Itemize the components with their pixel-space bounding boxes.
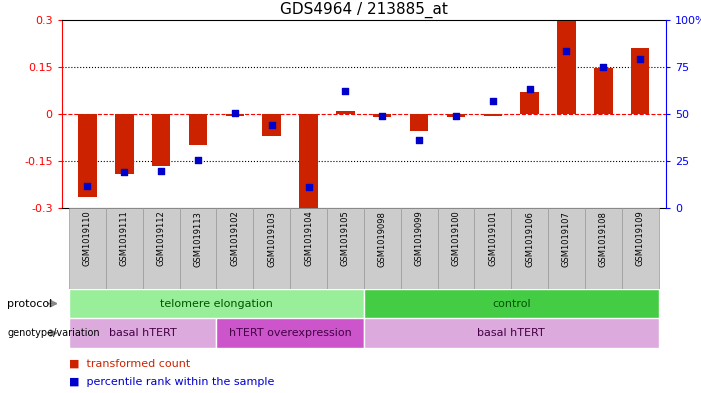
Text: GSM1019101: GSM1019101 bbox=[489, 211, 497, 266]
Point bbox=[634, 56, 646, 62]
Bar bbox=[152, 114, 170, 166]
Bar bbox=[511, 208, 548, 289]
Text: genotype/variation: genotype/variation bbox=[7, 328, 100, 338]
Bar bbox=[115, 114, 133, 174]
Bar bbox=[106, 208, 143, 289]
Text: GSM1019106: GSM1019106 bbox=[525, 211, 534, 266]
Text: ■  percentile rank within the sample: ■ percentile rank within the sample bbox=[69, 377, 274, 387]
Text: GSM1019105: GSM1019105 bbox=[341, 211, 350, 266]
Text: telomere elongation: telomere elongation bbox=[160, 299, 273, 309]
Bar bbox=[262, 114, 281, 136]
Bar bbox=[447, 114, 465, 117]
Title: GDS4964 / 213885_at: GDS4964 / 213885_at bbox=[280, 2, 448, 18]
Text: GSM1019102: GSM1019102 bbox=[231, 211, 239, 266]
Bar bbox=[410, 114, 428, 131]
Text: GSM1019100: GSM1019100 bbox=[451, 211, 461, 266]
Point bbox=[229, 110, 240, 116]
Point bbox=[487, 97, 498, 104]
Bar bbox=[290, 208, 327, 289]
Bar bbox=[557, 21, 576, 114]
Text: hTERT overexpression: hTERT overexpression bbox=[229, 328, 351, 338]
Bar bbox=[484, 114, 502, 116]
Point bbox=[414, 137, 425, 143]
Text: GSM1019108: GSM1019108 bbox=[599, 211, 608, 266]
Text: GSM1019109: GSM1019109 bbox=[636, 211, 645, 266]
Bar bbox=[143, 208, 179, 289]
Bar bbox=[69, 318, 217, 348]
Bar bbox=[364, 208, 401, 289]
Text: GSM1019113: GSM1019113 bbox=[193, 211, 203, 266]
Point bbox=[266, 122, 278, 129]
Text: protocol: protocol bbox=[7, 299, 53, 309]
Bar bbox=[373, 114, 391, 117]
Bar bbox=[217, 208, 253, 289]
Point bbox=[156, 167, 167, 174]
Text: GSM1019104: GSM1019104 bbox=[304, 211, 313, 266]
Point bbox=[82, 182, 93, 189]
Point bbox=[376, 113, 388, 119]
Bar bbox=[79, 114, 97, 197]
Bar bbox=[585, 208, 622, 289]
Bar bbox=[299, 114, 318, 210]
Bar bbox=[179, 208, 217, 289]
Bar bbox=[217, 318, 364, 348]
Bar bbox=[520, 92, 539, 114]
Point bbox=[524, 86, 536, 93]
Bar bbox=[253, 208, 290, 289]
Bar bbox=[226, 114, 244, 116]
Bar bbox=[401, 208, 437, 289]
Text: GSM1019111: GSM1019111 bbox=[120, 211, 129, 266]
Point bbox=[450, 113, 461, 119]
Text: GSM1019099: GSM1019099 bbox=[414, 211, 423, 266]
Text: basal hTERT: basal hTERT bbox=[477, 328, 545, 338]
Bar bbox=[364, 289, 658, 318]
Bar bbox=[336, 111, 355, 114]
Text: GSM1019110: GSM1019110 bbox=[83, 211, 92, 266]
Bar bbox=[622, 208, 658, 289]
Bar bbox=[631, 48, 649, 114]
Point bbox=[118, 169, 130, 176]
Point bbox=[303, 184, 314, 190]
Text: ■  transformed count: ■ transformed count bbox=[69, 359, 190, 369]
Bar bbox=[189, 114, 207, 145]
Point bbox=[598, 64, 609, 70]
Bar bbox=[548, 208, 585, 289]
Point bbox=[340, 88, 351, 94]
Text: GSM1019098: GSM1019098 bbox=[378, 211, 387, 266]
Text: basal hTERT: basal hTERT bbox=[109, 328, 177, 338]
Text: control: control bbox=[492, 299, 531, 309]
Text: GSM1019103: GSM1019103 bbox=[267, 211, 276, 266]
Text: GSM1019107: GSM1019107 bbox=[562, 211, 571, 266]
Text: GSM1019112: GSM1019112 bbox=[156, 211, 165, 266]
Bar bbox=[69, 208, 106, 289]
Bar bbox=[475, 208, 511, 289]
Bar bbox=[594, 68, 613, 114]
Bar bbox=[69, 289, 364, 318]
Bar bbox=[327, 208, 364, 289]
Point bbox=[192, 157, 203, 163]
Bar bbox=[364, 318, 658, 348]
Bar bbox=[437, 208, 475, 289]
Point bbox=[561, 48, 572, 54]
